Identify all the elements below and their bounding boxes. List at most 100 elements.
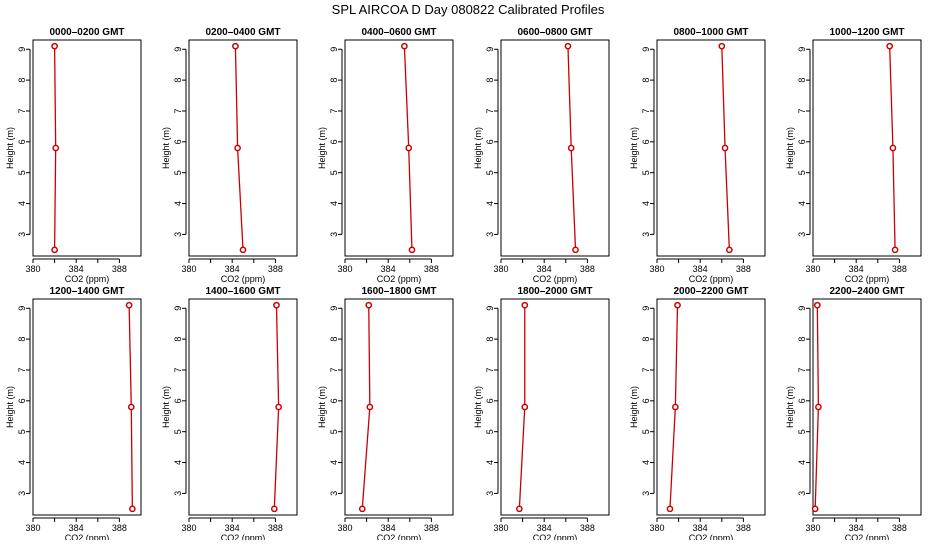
x-tick-label: 388 bbox=[580, 264, 595, 274]
data-point bbox=[813, 301, 821, 309]
y-axis-label: Height (m) bbox=[5, 386, 15, 428]
y-tick-label: 6 bbox=[797, 398, 807, 403]
y-tick-label: 9 bbox=[17, 47, 27, 52]
x-tick-label: 384 bbox=[381, 523, 396, 533]
plot-frame bbox=[656, 298, 766, 516]
panel-title: 0600–0800 GMT bbox=[517, 27, 592, 38]
data-point bbox=[886, 42, 894, 50]
plot-frame bbox=[188, 39, 298, 257]
data-point bbox=[674, 301, 681, 309]
y-tick-label: 8 bbox=[641, 78, 651, 83]
panel-title: 0200–0400 GMT bbox=[205, 27, 280, 38]
x-tick-label: 388 bbox=[424, 264, 439, 274]
x-tick-label: 380 bbox=[25, 523, 40, 533]
y-tick-label: 3 bbox=[17, 232, 27, 237]
y-tick-label: 8 bbox=[173, 337, 183, 342]
y-tick-label: 4 bbox=[17, 460, 27, 465]
data-point bbox=[52, 144, 60, 152]
data-point bbox=[889, 144, 897, 152]
y-axis-label: Height (m) bbox=[5, 127, 15, 169]
y-tick-label: 6 bbox=[641, 398, 651, 403]
y-axis-label: Height (m) bbox=[161, 127, 171, 169]
y-tick-label: 3 bbox=[485, 232, 495, 237]
data-point bbox=[718, 42, 726, 50]
y-tick-label: 7 bbox=[797, 367, 807, 372]
y-tick-label: 9 bbox=[641, 306, 651, 311]
y-tick-label: 4 bbox=[641, 460, 651, 465]
panel-title: 2200–2400 GMT bbox=[829, 286, 904, 297]
data-point bbox=[275, 403, 282, 411]
y-tick-label: 5 bbox=[485, 429, 495, 434]
data-point bbox=[672, 403, 679, 411]
y-tick-label: 4 bbox=[329, 460, 339, 465]
x-axis-label: CO2 (ppm) bbox=[377, 533, 422, 540]
x-tick-label: 380 bbox=[805, 523, 820, 533]
x-tick-label: 384 bbox=[849, 523, 864, 533]
y-tick-label: 8 bbox=[173, 78, 183, 83]
x-axis-label: CO2 (ppm) bbox=[845, 274, 890, 284]
y-tick-label: 9 bbox=[329, 306, 339, 311]
plot-frame bbox=[344, 39, 454, 257]
panel-title: 1600–1800 GMT bbox=[361, 286, 436, 297]
x-tick-label: 384 bbox=[537, 264, 552, 274]
y-tick-label: 3 bbox=[173, 232, 183, 237]
data-point bbox=[516, 505, 523, 513]
x-tick-label: 380 bbox=[493, 523, 508, 533]
y-tick-label: 4 bbox=[797, 201, 807, 206]
y-tick-label: 4 bbox=[329, 201, 339, 206]
plot-frame bbox=[32, 39, 142, 257]
y-tick-label: 7 bbox=[641, 108, 651, 113]
y-tick-label: 7 bbox=[173, 108, 183, 113]
data-point bbox=[358, 505, 366, 513]
y-tick-label: 7 bbox=[797, 108, 807, 113]
y-tick-label: 8 bbox=[485, 78, 495, 83]
panel-title: 2000–2200 GMT bbox=[673, 286, 748, 297]
x-tick-label: 380 bbox=[649, 264, 664, 274]
data-point bbox=[811, 505, 819, 513]
y-tick-label: 5 bbox=[641, 170, 651, 175]
data-point bbox=[521, 301, 529, 309]
y-tick-label: 6 bbox=[17, 139, 27, 144]
x-tick-label: 388 bbox=[268, 523, 283, 533]
y-tick-label: 6 bbox=[17, 398, 27, 403]
data-point bbox=[365, 301, 373, 309]
y-tick-label: 4 bbox=[173, 460, 183, 465]
y-tick-label: 6 bbox=[641, 139, 651, 144]
y-tick-label: 8 bbox=[641, 337, 651, 342]
x-tick-label: 384 bbox=[69, 523, 84, 533]
y-axis-label: Height (m) bbox=[629, 386, 639, 428]
data-point bbox=[366, 403, 374, 411]
x-tick-label: 388 bbox=[736, 523, 751, 533]
y-tick-label: 4 bbox=[173, 201, 183, 206]
y-tick-label: 7 bbox=[329, 108, 339, 113]
plot-frame bbox=[812, 39, 922, 257]
x-tick-label: 388 bbox=[112, 264, 127, 274]
y-tick-label: 3 bbox=[173, 491, 183, 496]
y-tick-label: 3 bbox=[797, 491, 807, 496]
y-tick-label: 6 bbox=[797, 139, 807, 144]
y-tick-label: 7 bbox=[485, 108, 495, 113]
x-tick-label: 384 bbox=[537, 523, 552, 533]
data-point bbox=[129, 505, 136, 513]
x-axis-label: CO2 (ppm) bbox=[689, 274, 734, 284]
data-point bbox=[521, 403, 529, 411]
x-tick-label: 388 bbox=[892, 264, 907, 274]
y-axis-label: Height (m) bbox=[161, 386, 171, 428]
y-axis-label: Height (m) bbox=[785, 386, 795, 428]
x-tick-label: 380 bbox=[181, 523, 196, 533]
y-tick-label: 5 bbox=[797, 429, 807, 434]
plot-frame bbox=[812, 298, 922, 516]
y-tick-label: 8 bbox=[329, 78, 339, 83]
plot-frame bbox=[32, 298, 142, 516]
y-tick-label: 7 bbox=[485, 367, 495, 372]
x-tick-label: 388 bbox=[112, 523, 127, 533]
x-tick-label: 384 bbox=[381, 264, 396, 274]
data-point bbox=[666, 505, 674, 513]
x-tick-label: 388 bbox=[580, 523, 595, 533]
